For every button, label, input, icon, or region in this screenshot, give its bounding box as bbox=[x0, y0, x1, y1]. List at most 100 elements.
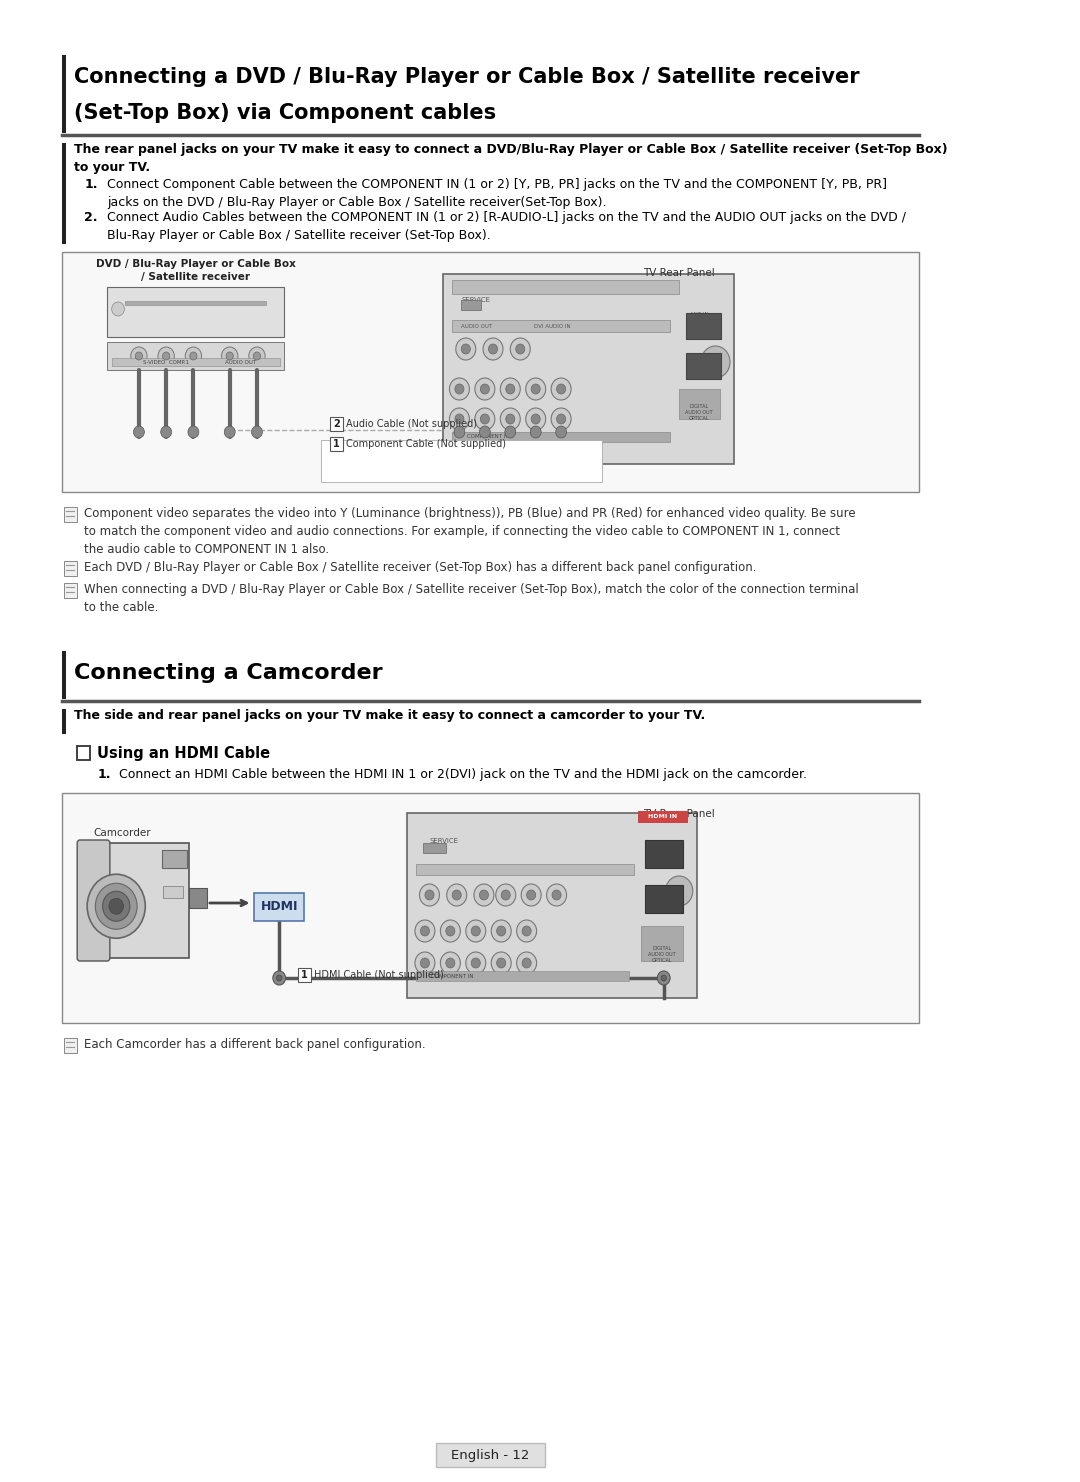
Circle shape bbox=[161, 425, 172, 439]
Bar bbox=[687, 313, 721, 339]
Text: Connect an HDMI Cable between the HDMI IN 1 or 2(DVI) jack on the TV and the HDM: Connect an HDMI Cable between the HDMI I… bbox=[119, 768, 807, 781]
Circle shape bbox=[454, 425, 464, 439]
Circle shape bbox=[481, 413, 489, 424]
Bar bbox=[62, 55, 66, 133]
Circle shape bbox=[475, 408, 495, 430]
Text: Each DVD / Blu-Ray Player or Cable Box / Satellite receiver (Set-Top Box) has a : Each DVD / Blu-Ray Player or Cable Box /… bbox=[84, 562, 757, 574]
Circle shape bbox=[465, 920, 486, 943]
Circle shape bbox=[456, 338, 476, 360]
Text: SERVICE: SERVICE bbox=[461, 296, 490, 302]
Circle shape bbox=[135, 353, 143, 360]
Circle shape bbox=[103, 891, 130, 922]
Bar bbox=[679, 388, 720, 419]
Circle shape bbox=[496, 883, 516, 906]
Circle shape bbox=[500, 408, 521, 430]
Circle shape bbox=[248, 347, 265, 365]
Bar bbox=[62, 651, 66, 700]
Text: DVD / Blu-Ray Player or Cable Box
/ Satellite receiver: DVD / Blu-Ray Player or Cable Box / Sate… bbox=[96, 259, 296, 282]
Text: English - 12: English - 12 bbox=[451, 1448, 529, 1461]
Bar bbox=[163, 886, 184, 898]
Bar bbox=[436, 1443, 544, 1467]
Circle shape bbox=[546, 883, 567, 906]
Text: DIGITAL
AUDIO OUT
OPTICAL: DIGITAL AUDIO OUT OPTICAL bbox=[648, 946, 676, 963]
Text: COMPONENT IN: COMPONENT IN bbox=[468, 434, 510, 440]
Circle shape bbox=[516, 951, 537, 974]
Bar bbox=[111, 359, 280, 366]
Text: ANT IN: ANT IN bbox=[690, 311, 708, 317]
Text: Connect Audio Cables between the COMPONENT IN (1 or 2) [R-AUDIO-L] jacks on the : Connect Audio Cables between the COMPONE… bbox=[107, 210, 906, 242]
Circle shape bbox=[497, 957, 505, 968]
FancyBboxPatch shape bbox=[77, 840, 110, 960]
Circle shape bbox=[488, 344, 498, 354]
Circle shape bbox=[252, 425, 262, 439]
Bar bbox=[162, 851, 187, 868]
Circle shape bbox=[254, 353, 260, 360]
Bar bbox=[329, 416, 343, 431]
Circle shape bbox=[665, 876, 692, 906]
Text: 2.: 2. bbox=[84, 210, 98, 224]
Bar bbox=[645, 840, 683, 868]
Circle shape bbox=[491, 951, 511, 974]
Text: 2: 2 bbox=[333, 419, 340, 428]
Bar bbox=[443, 274, 733, 464]
Circle shape bbox=[505, 413, 515, 424]
Circle shape bbox=[420, 926, 430, 937]
Circle shape bbox=[526, 378, 545, 400]
Circle shape bbox=[453, 891, 461, 900]
Circle shape bbox=[480, 425, 490, 439]
Text: TV Rear Panel: TV Rear Panel bbox=[643, 809, 715, 820]
Circle shape bbox=[516, 920, 537, 943]
Circle shape bbox=[483, 338, 503, 360]
Text: SERVICE: SERVICE bbox=[430, 837, 459, 845]
Circle shape bbox=[162, 353, 170, 360]
Circle shape bbox=[480, 891, 488, 900]
Text: HDMI Cable (Not supplied): HDMI Cable (Not supplied) bbox=[314, 971, 444, 980]
Circle shape bbox=[551, 378, 571, 400]
Text: HDMI: HDMI bbox=[260, 901, 298, 913]
Circle shape bbox=[158, 347, 174, 365]
Text: COMPONENT IN: COMPONENT IN bbox=[431, 974, 473, 978]
Circle shape bbox=[95, 883, 137, 929]
Bar bbox=[107, 342, 284, 370]
Bar bbox=[62, 793, 919, 1023]
Bar bbox=[453, 280, 679, 293]
Text: Connecting a DVD / Blu-Ray Player or Cable Box / Satellite receiver: Connecting a DVD / Blu-Ray Player or Cab… bbox=[73, 67, 860, 87]
Bar bbox=[642, 926, 683, 960]
Circle shape bbox=[556, 384, 566, 394]
Circle shape bbox=[527, 891, 536, 900]
Text: 1.: 1. bbox=[98, 768, 111, 781]
Bar bbox=[64, 1037, 77, 1054]
Text: HDMI IN: HDMI IN bbox=[648, 815, 677, 820]
Bar bbox=[77, 745, 90, 760]
Bar bbox=[64, 507, 77, 522]
Circle shape bbox=[471, 957, 481, 968]
Circle shape bbox=[500, 378, 521, 400]
Circle shape bbox=[497, 926, 505, 937]
Circle shape bbox=[226, 353, 233, 360]
Text: ANT IN: ANT IN bbox=[653, 852, 672, 858]
Text: AUDIO OUT: AUDIO OUT bbox=[225, 360, 256, 365]
Bar bbox=[298, 968, 311, 983]
Bar bbox=[107, 288, 284, 336]
Bar bbox=[453, 431, 670, 442]
Circle shape bbox=[522, 926, 531, 937]
Bar bbox=[638, 811, 688, 823]
Circle shape bbox=[455, 384, 464, 394]
Bar bbox=[416, 864, 634, 874]
Circle shape bbox=[474, 883, 494, 906]
Bar bbox=[321, 440, 602, 482]
Circle shape bbox=[449, 408, 470, 430]
Circle shape bbox=[455, 413, 464, 424]
Circle shape bbox=[415, 951, 435, 974]
Bar bbox=[453, 320, 670, 332]
Bar bbox=[84, 843, 189, 957]
Text: 1.: 1. bbox=[84, 178, 98, 191]
Text: DIGITAL
AUDIO OUT
OPTICAL: DIGITAL AUDIO OUT OPTICAL bbox=[686, 405, 713, 421]
Circle shape bbox=[87, 874, 146, 938]
Circle shape bbox=[276, 975, 282, 981]
Text: 2: 2 bbox=[662, 852, 666, 858]
Circle shape bbox=[510, 338, 530, 360]
Text: The rear panel jacks on your TV make it easy to connect a DVD/Blu-Ray Player or : The rear panel jacks on your TV make it … bbox=[73, 142, 947, 175]
Circle shape bbox=[501, 891, 510, 900]
Text: DVI AUDIO IN: DVI AUDIO IN bbox=[498, 867, 535, 871]
